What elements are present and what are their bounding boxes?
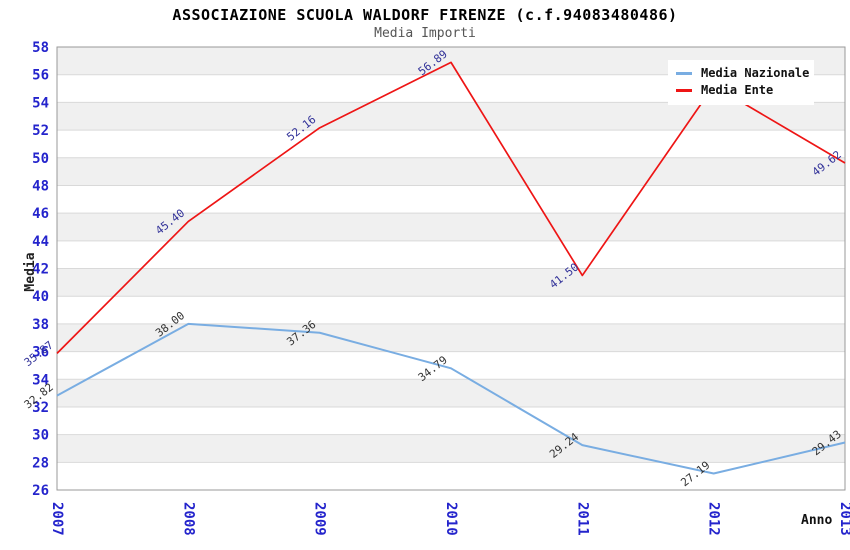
legend-label-media-ente: Media Ente bbox=[701, 83, 774, 97]
svg-text:2008: 2008 bbox=[180, 502, 196, 536]
svg-text:2011: 2011 bbox=[574, 502, 590, 536]
svg-text:54: 54 bbox=[32, 95, 49, 111]
line-path bbox=[56, 322, 846, 475]
y-axis-title: Media bbox=[23, 252, 38, 292]
chart-subtitle: Media Importi bbox=[374, 26, 476, 41]
series-line-media-nazionale bbox=[56, 322, 846, 475]
svg-text:28: 28 bbox=[32, 455, 49, 471]
legend-item-media-nazionale: Media Nazionale bbox=[676, 66, 814, 80]
svg-text:38: 38 bbox=[32, 317, 49, 333]
svg-text:48: 48 bbox=[32, 178, 49, 194]
svg-text:26: 26 bbox=[32, 483, 49, 499]
svg-text:2012: 2012 bbox=[706, 502, 722, 536]
svg-text:2009: 2009 bbox=[312, 502, 328, 536]
svg-text:42: 42 bbox=[32, 262, 49, 278]
svg-text:36: 36 bbox=[32, 345, 49, 361]
svg-text:2013: 2013 bbox=[837, 502, 850, 536]
plot-bands bbox=[57, 47, 845, 490]
chart-title: ASSOCIAZIONE SCUOLA WALDORF FIRENZE (c.f… bbox=[172, 6, 678, 24]
x-axis-ticks: 2007 2008 2009 2010 2011 2012 2013 bbox=[49, 502, 850, 536]
plot-border bbox=[56, 46, 846, 491]
legend-label-media-nazionale: Media Nazionale bbox=[701, 66, 810, 80]
y-axis-ticks: 26 28 30 32 34 36 38 40 42 44 46 48 50 52 54 56 58 bbox=[32, 40, 49, 499]
legend-swatch-ente-line bbox=[676, 88, 692, 92]
svg-text:34: 34 bbox=[32, 372, 49, 388]
svg-text:30: 30 bbox=[32, 428, 49, 444]
svg-text:32: 32 bbox=[32, 400, 49, 416]
svg-text:35.87: 35.87 bbox=[22, 338, 56, 369]
svg-text:58: 58 bbox=[32, 40, 49, 56]
svg-text:2007: 2007 bbox=[49, 502, 65, 536]
svg-text:52: 52 bbox=[32, 123, 49, 139]
x-axis-title: Anno bbox=[801, 513, 833, 528]
svg-text:46: 46 bbox=[32, 206, 49, 222]
legend-item-media-ente: Media Ente bbox=[676, 83, 814, 97]
svg-text:2010: 2010 bbox=[443, 502, 459, 536]
legend-swatch-nazionale-line bbox=[676, 71, 692, 75]
svg-text:50: 50 bbox=[32, 151, 49, 167]
legend: Media Nazionale Media Ente bbox=[668, 60, 814, 105]
svg-text:44: 44 bbox=[32, 234, 49, 250]
svg-text:56: 56 bbox=[32, 68, 49, 84]
svg-text:40: 40 bbox=[32, 289, 49, 305]
